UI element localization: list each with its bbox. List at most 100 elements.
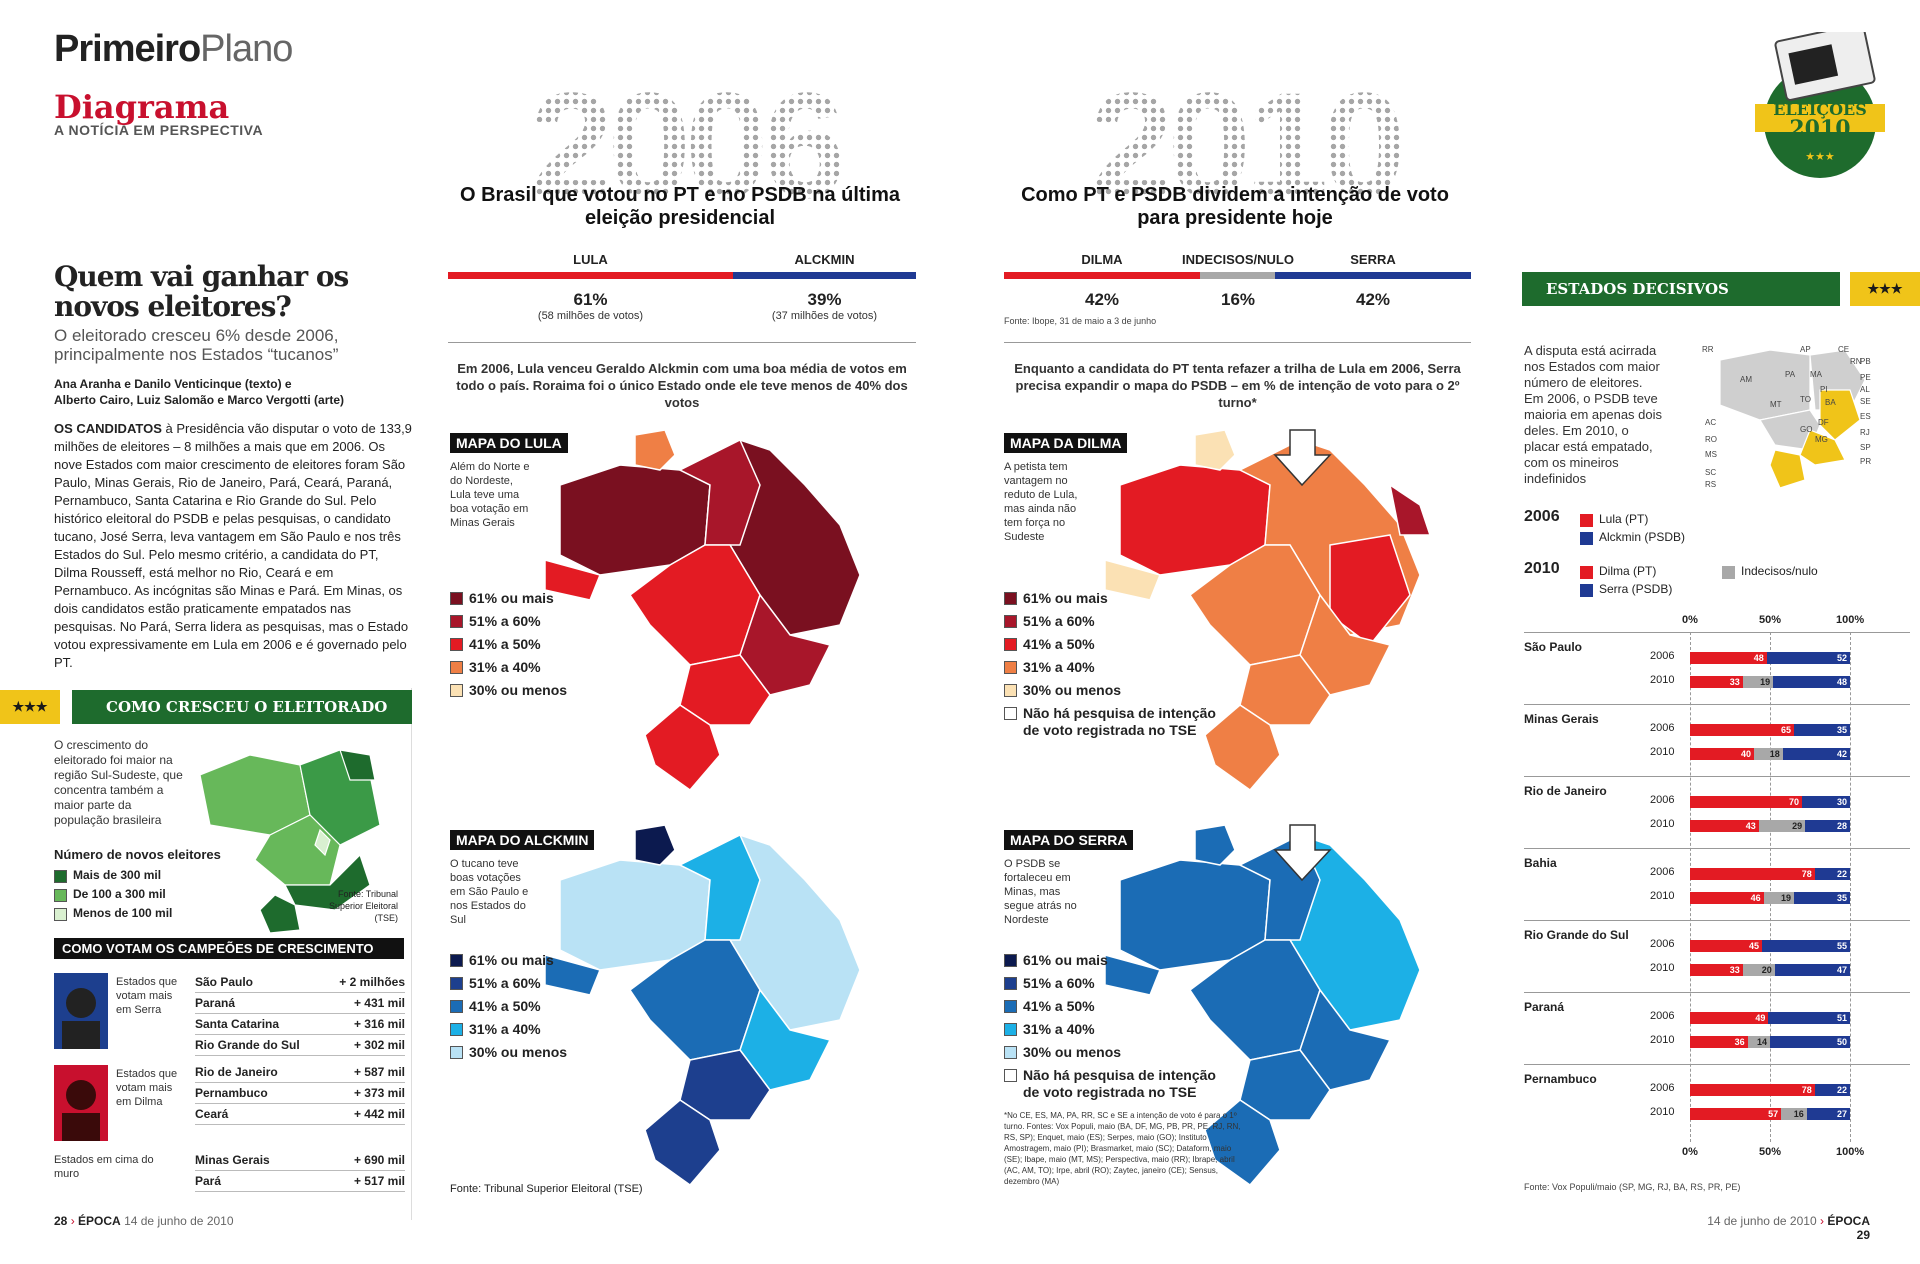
lula-pct: 61% [573, 290, 608, 309]
chart-row-divider [1524, 776, 1910, 777]
legend-lula: Lula (PT) [1580, 512, 1648, 535]
map-state-label: PR [1860, 457, 1872, 466]
map-alckmin-tag: MAPA DO ALCKMIN [450, 830, 595, 850]
state-name: Minas Gerais [195, 1153, 270, 1167]
region-acre [1104, 559, 1162, 601]
axis-tick-label: 50% [1758, 614, 1782, 626]
group-dilma: Estados que votam mais em Dilma [116, 1068, 178, 1108]
state-growth: + 302 mil [353, 1038, 405, 1052]
state-name: Santa Catarina [195, 1017, 280, 1031]
alckmin-share-bar [733, 272, 916, 279]
region-ceara [339, 749, 376, 781]
map-alckmin [544, 824, 861, 1187]
legend-swatch [54, 870, 67, 883]
axis-tick-label: 0% [1682, 1146, 1698, 1158]
axis-tick-label: 50% [1758, 1146, 1782, 1158]
map-state-label: MS [1705, 450, 1717, 459]
legend-item: 61% ou mais [450, 952, 567, 975]
panel-2010-desc: Enquanto a candidata do PT tenta refazer… [1014, 361, 1461, 410]
row-year-label: 2010 [1650, 1106, 1675, 1118]
ballot-box-icon [1755, 23, 1885, 178]
row-year-label: 2006 [1650, 938, 1675, 950]
bar-indecisos: 16 [1781, 1108, 1807, 1120]
row-year-label: 2006 [1650, 722, 1675, 734]
legend-swatch [450, 954, 463, 967]
serra-states-list: São Paulo + 2 milhões Paraná + 431 mil Santa… [195, 972, 405, 1056]
decisive-source: Fonte: Vox Populi/maio (SP, MG, RJ, BA, … [1524, 1182, 1741, 1192]
map-decisive-labels: RR AP CE RN PB PE AL SE AM PA MA PI AC RO MT TO BA GO DF MG… [1700, 340, 1880, 490]
serra-label: SERRA [1350, 252, 1396, 267]
group-muro: Estados em cima do muro [54, 1154, 154, 1180]
map-dilma-note: A petista tem vantagem no reduto de Lula… [1004, 461, 1078, 543]
bar-lula: 70 [1690, 796, 1802, 808]
region-south [1769, 449, 1806, 489]
gridline [1770, 632, 1771, 1142]
state-name: Pernambuco [195, 1086, 268, 1100]
region-south [1204, 704, 1281, 792]
map-decisive [1719, 349, 1866, 489]
region-acre [544, 559, 602, 601]
legend-swatch [1004, 638, 1017, 651]
lula-label: LULA [573, 252, 608, 267]
year-2006: 2006 [445, 70, 925, 220]
state-growth: + 316 mil [353, 1017, 405, 1031]
legend-item: Não há pesquisa de intenção de voto regi… [1004, 1067, 1223, 1103]
bar-dilma: 36 [1690, 1036, 1748, 1048]
decisive-title: ESTADOS DECISIVOS [1522, 272, 1840, 306]
legend-item: 41% a 50% [1004, 998, 1223, 1021]
state-row: Minas Gerais + 690 mil [195, 1150, 405, 1171]
row-year-label: 2006 [1650, 1082, 1675, 1094]
bar-lula: 65 [1690, 724, 1794, 736]
category-label: Rio Grande do Sul [1524, 928, 1629, 942]
category-label: Pernambuco [1524, 1072, 1597, 1086]
legend-item: Não há pesquisa de intenção de voto regi… [1004, 705, 1223, 741]
map-state-label: MA [1810, 370, 1822, 379]
muro-states-list: Minas Gerais + 690 mil Pará + 517 mil [195, 1150, 405, 1192]
row-year-label: 2006 [1650, 1010, 1675, 1022]
row-year-label: 2010 [1650, 962, 1675, 974]
map-state-label: PA [1785, 370, 1796, 379]
footnote: *No CE, ES, MA, PA, RR, SC e SE a intenç… [1004, 1111, 1241, 1186]
map-state-label: RJ [1860, 428, 1870, 437]
chart-row-divider [1524, 992, 1910, 993]
legend-item: 31% a 40% [450, 1021, 567, 1044]
legend-dilma: Dilma (PT) [1580, 564, 1656, 587]
source-ibope: Fonte: Ibope, 31 de maio a 3 de junho [1004, 316, 1157, 326]
legend-swatch [450, 684, 463, 697]
legend-item: 41% a 50% [1004, 636, 1223, 659]
legend-item: 30% ou menos [1004, 682, 1223, 705]
map-state-label: AM [1740, 375, 1752, 384]
decisive-text: A disputa está acirrada nos Estados com … [1524, 343, 1663, 486]
chart-row-divider [1524, 848, 1910, 849]
map-lula [544, 429, 861, 792]
state-growth: + 373 mil [353, 1086, 405, 1100]
state-name: São Paulo [195, 975, 254, 989]
state-growth: + 2 milhões [339, 975, 405, 989]
state-name: Rio de Janeiro [195, 1065, 278, 1079]
map-lula-note: Além do Norte e do Nordeste, Lula teve u… [450, 461, 530, 529]
map-state-label: BA [1825, 398, 1836, 407]
region-bahia [1819, 389, 1861, 441]
legend-swatch [1722, 566, 1735, 579]
legend-swatch [450, 661, 463, 674]
bar-serra: 42 [1782, 748, 1850, 760]
section-title: Diagrama [54, 88, 230, 126]
footer-right: 14 de junho de 2010 › ÉPOCA 29 [1707, 1214, 1870, 1242]
year-2010: 2010 [1005, 70, 1485, 220]
map-state-label: SE [1860, 397, 1871, 406]
region-roraima [634, 824, 676, 866]
bar-alckmin: 51 [1768, 1012, 1850, 1024]
bar-serra: 35 [1794, 892, 1850, 904]
state-growth: + 431 mil [353, 996, 405, 1010]
indecisos-label: INDECISOS/NULO [1182, 252, 1294, 267]
dilma-pct: 42% [1084, 290, 1120, 309]
bar-indecisos: 20 [1742, 964, 1775, 976]
region-south [644, 1099, 721, 1187]
legend-item: Mais de 300 mil [54, 868, 172, 887]
state-name: Paraná [195, 996, 236, 1010]
row-year-label: 2010 [1650, 746, 1675, 758]
subhead: O eleitorado cresceu 6% desde 2006, prin… [54, 326, 339, 364]
panel-2010-title: Como PT e PSDB dividem a intenção de vot… [1021, 184, 1449, 229]
no-poll-arrow-icon [1273, 824, 1332, 882]
legend-swatch [450, 638, 463, 651]
